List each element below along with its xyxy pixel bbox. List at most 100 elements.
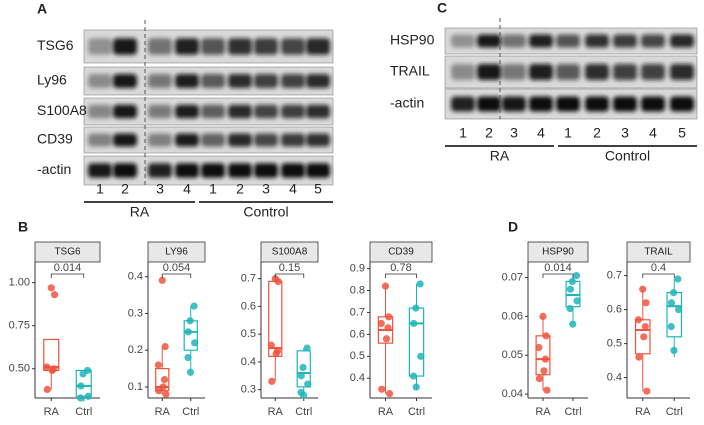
point	[566, 305, 574, 313]
y-tick-label: 1.00	[9, 277, 30, 289]
band	[670, 64, 694, 80]
y-tick-label: 0.3	[241, 384, 256, 396]
band	[613, 34, 637, 48]
panel-label: C	[437, 0, 447, 16]
point	[569, 320, 577, 328]
strip	[260, 241, 319, 263]
point	[412, 304, 420, 312]
strip-title: LY96	[165, 247, 188, 258]
x-tick-label: Ctrl	[408, 406, 425, 418]
strip-title: HSP90	[542, 247, 574, 258]
band	[641, 64, 665, 80]
band	[477, 64, 501, 80]
p-value: 0.014	[544, 262, 572, 274]
point	[84, 392, 92, 400]
y-tick-label: 0.4	[350, 372, 365, 384]
p-value: 0.4	[651, 262, 666, 274]
row-label: -actin	[390, 95, 424, 111]
bracket	[50, 273, 85, 278]
point	[416, 280, 424, 288]
point	[572, 272, 581, 280]
y-tick-label: 0.4	[128, 271, 143, 283]
point	[158, 276, 166, 284]
band	[281, 38, 305, 55]
x-tick-label: RA	[268, 406, 284, 418]
x-tick-label: RA	[44, 406, 60, 418]
point	[299, 391, 308, 399]
lane-label: 3	[262, 181, 270, 197]
point	[410, 319, 418, 328]
point	[274, 277, 282, 286]
point	[162, 390, 170, 398]
band	[585, 96, 609, 112]
x-tick-label: Ctrl	[75, 406, 92, 418]
band	[641, 34, 665, 48]
strip-title: TRAIL	[644, 247, 673, 258]
band	[613, 96, 637, 112]
point	[639, 285, 647, 293]
point	[641, 323, 649, 331]
band	[88, 104, 112, 119]
band	[113, 74, 137, 88]
x-tick-label: Ctrl	[564, 406, 581, 418]
point	[304, 380, 312, 388]
band	[254, 133, 278, 147]
point	[642, 299, 650, 307]
point	[385, 313, 393, 321]
band	[254, 104, 278, 119]
row-label: -actin	[37, 161, 71, 177]
lane-label: 2	[121, 181, 129, 197]
point	[412, 383, 420, 391]
y-tick-label: 0.8	[350, 284, 365, 296]
point	[79, 370, 87, 378]
band	[175, 133, 199, 147]
strip	[34, 241, 101, 263]
band	[281, 163, 305, 178]
band	[585, 34, 609, 48]
point	[670, 346, 678, 354]
lane-label: 3	[510, 125, 518, 141]
point	[384, 324, 392, 332]
band	[113, 163, 137, 178]
panel-label: A	[37, 1, 47, 17]
point	[634, 316, 643, 324]
x-tick-label: Ctrl	[666, 406, 683, 418]
p-value: 0.78	[390, 262, 411, 274]
band	[175, 74, 199, 88]
band	[228, 74, 252, 88]
y-tick-label: 0.05	[502, 349, 523, 361]
point	[43, 363, 51, 371]
point	[297, 372, 305, 380]
band	[585, 64, 609, 80]
point	[267, 341, 275, 349]
point	[667, 299, 676, 307]
band	[228, 38, 252, 55]
panel-label: D	[508, 219, 518, 235]
band	[529, 64, 553, 80]
x-tick-label: RA	[635, 406, 651, 418]
x-tick-label: Ctrl	[295, 406, 312, 418]
y-tick-label: 0.75	[9, 320, 30, 332]
point	[381, 282, 390, 290]
point	[48, 366, 56, 375]
point	[155, 387, 163, 395]
band	[281, 74, 305, 88]
band	[148, 104, 172, 119]
y-tick-label: 0.7	[350, 306, 365, 318]
point	[566, 285, 574, 293]
point	[573, 297, 581, 305]
row-label: CD39	[37, 131, 73, 147]
y-tick-label: 0.50	[9, 363, 30, 375]
box	[408, 307, 425, 377]
strip	[527, 241, 589, 263]
point	[382, 335, 391, 343]
band	[201, 163, 225, 178]
x-tick-label: RA	[155, 406, 171, 418]
point	[674, 306, 683, 314]
point	[268, 377, 276, 385]
y-tick-label: 0.4	[607, 372, 622, 384]
lane-label: 4	[649, 125, 657, 141]
point	[77, 382, 85, 390]
band	[502, 34, 526, 48]
point	[409, 372, 418, 380]
